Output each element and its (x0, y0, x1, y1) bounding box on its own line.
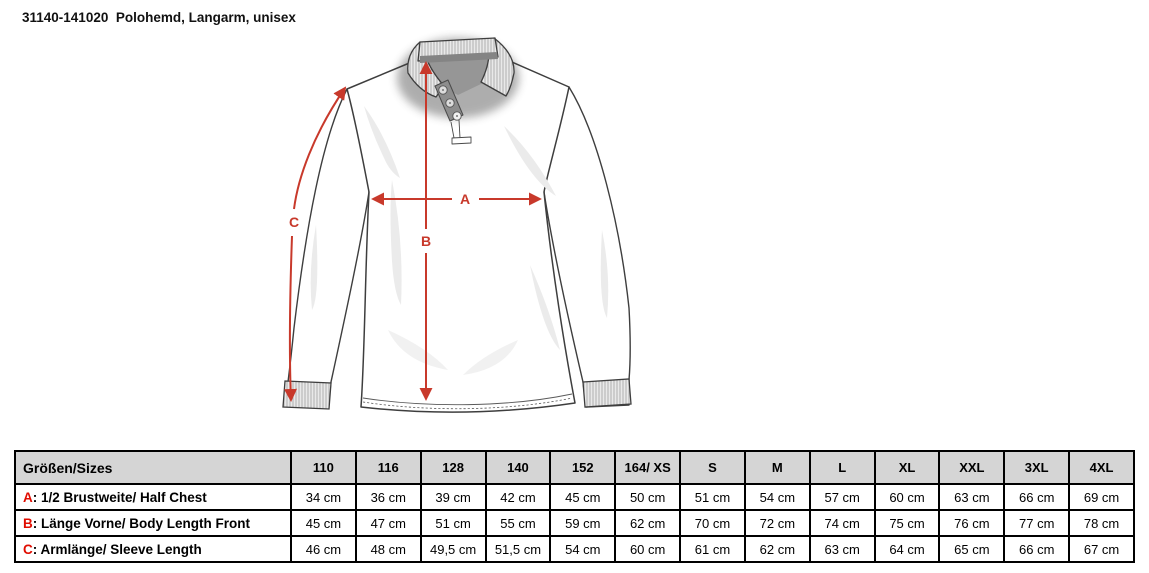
measurement-value: 66 cm (1003, 483, 1071, 511)
measurement-value: 62 cm (743, 535, 811, 563)
measurement-value: 39 cm (419, 483, 487, 511)
measurement-row: B: Länge Vorne/ Body Length Front 45 cm 47… (14, 509, 1135, 537)
measurement-value: 60 cm (873, 483, 941, 511)
polo-shirt-diagram: A B C (268, 30, 652, 445)
measure-label-b: B (421, 233, 431, 249)
size-column-header: 110 (290, 450, 357, 485)
measurement-value: 63 cm (938, 483, 1006, 511)
measurement-value: 45 cm (549, 483, 617, 511)
measurement-label: B: Länge Vorne/ Body Length Front (14, 509, 292, 537)
measure-label-a: A (460, 191, 470, 207)
hem-stitching (362, 393, 573, 410)
measurement-value: 63 cm (808, 535, 876, 563)
size-column-header: 4XL (1068, 450, 1135, 485)
polo-shirt-drawing-svg: A B C (282, 37, 632, 413)
fabric-creases (310, 106, 609, 375)
measurement-value: 75 cm (873, 509, 941, 537)
measurement-value: 60 cm (614, 535, 682, 563)
size-table-body: A: 1/2 Brustweite/ Half Chest 34 cm 36 cm 3… (14, 483, 1135, 563)
size-table-header-row: Größen/Sizes 110 116 128 140 152 164/ XS S M L XL… (14, 450, 1135, 485)
size-column-header: S (679, 450, 746, 485)
measurement-value: 72 cm (743, 509, 811, 537)
measurement-value: 54 cm (549, 535, 617, 563)
measurement-value: 46 cm (290, 535, 357, 563)
measurement-value: 69 cm (1068, 483, 1135, 511)
measurement-key: A (23, 489, 33, 505)
measurement-value: 34 cm (290, 483, 357, 511)
measurement-value: 62 cm (614, 509, 682, 537)
size-column-header: M (743, 450, 811, 485)
measurement-value: 49,5 cm (419, 535, 487, 563)
measurement-value: 67 cm (1068, 535, 1135, 563)
cuff-right (582, 378, 632, 408)
measurement-value: 48 cm (354, 535, 422, 563)
measurement-value: 78 cm (1068, 509, 1135, 537)
measurement-value: 59 cm (549, 509, 617, 537)
size-table-title-cell: Größen/Sizes (14, 450, 292, 485)
measurement-value: 36 cm (354, 483, 422, 511)
measurement-value: 66 cm (1003, 535, 1071, 563)
size-column-header: 128 (419, 450, 487, 485)
placket-buttons (438, 85, 462, 121)
measurement-value: 42 cm (484, 483, 552, 511)
sleeve-left (286, 88, 370, 409)
size-column-header: XXL (938, 450, 1006, 485)
measurement-value: 65 cm (938, 535, 1006, 563)
measurement-value: 77 cm (1003, 509, 1071, 537)
collar-band-inner (420, 52, 498, 63)
size-table: Größen/Sizes 110 116 128 140 152 164/ XS S M L XL… (14, 450, 1135, 563)
measurement-key: B (23, 515, 33, 531)
size-column-header: 164/ XS (614, 450, 682, 485)
size-column-header: 116 (354, 450, 422, 485)
measurement-value: 70 cm (679, 509, 746, 537)
measurement-key: C (23, 541, 33, 557)
measurement-value: 55 cm (484, 509, 552, 537)
measure-label-c: C (289, 214, 299, 230)
measurement-value: 76 cm (938, 509, 1006, 537)
measurement-value: 47 cm (354, 509, 422, 537)
size-column-header: L (808, 450, 876, 485)
cuff-left (282, 380, 332, 410)
placket-lower (450, 119, 472, 145)
measurement-value: 45 cm (290, 509, 357, 537)
size-column-header: XL (873, 450, 941, 485)
measurement-row: C: Armlänge/ Sleeve Length 46 cm 48 cm 49,5… (14, 535, 1135, 563)
measurement-value: 51 cm (679, 483, 746, 511)
measure-arrow-c (284, 86, 347, 402)
measurement-label: A: 1/2 Brustweite/ Half Chest (14, 483, 292, 511)
measurement-label: C: Armlänge/ Sleeve Length (14, 535, 292, 563)
size-column-header: 152 (549, 450, 617, 485)
measurement-value: 51 cm (419, 509, 487, 537)
page-title: 31140-141020 Polohemd, Langarm, unisex (22, 10, 296, 25)
measurement-value: 57 cm (808, 483, 876, 511)
measurement-value: 54 cm (743, 483, 811, 511)
size-column-header: 3XL (1003, 450, 1071, 485)
size-column-header: 140 (484, 450, 552, 485)
measurement-row: A: 1/2 Brustweite/ Half Chest 34 cm 36 cm 3… (14, 483, 1135, 511)
measurement-value: 74 cm (808, 509, 876, 537)
measurement-value: 50 cm (614, 483, 682, 511)
measure-labels: A B C (289, 191, 470, 249)
measurement-value: 61 cm (679, 535, 746, 563)
measurement-value: 51,5 cm (484, 535, 552, 563)
measure-arrows (284, 61, 542, 402)
measurement-value: 64 cm (873, 535, 941, 563)
